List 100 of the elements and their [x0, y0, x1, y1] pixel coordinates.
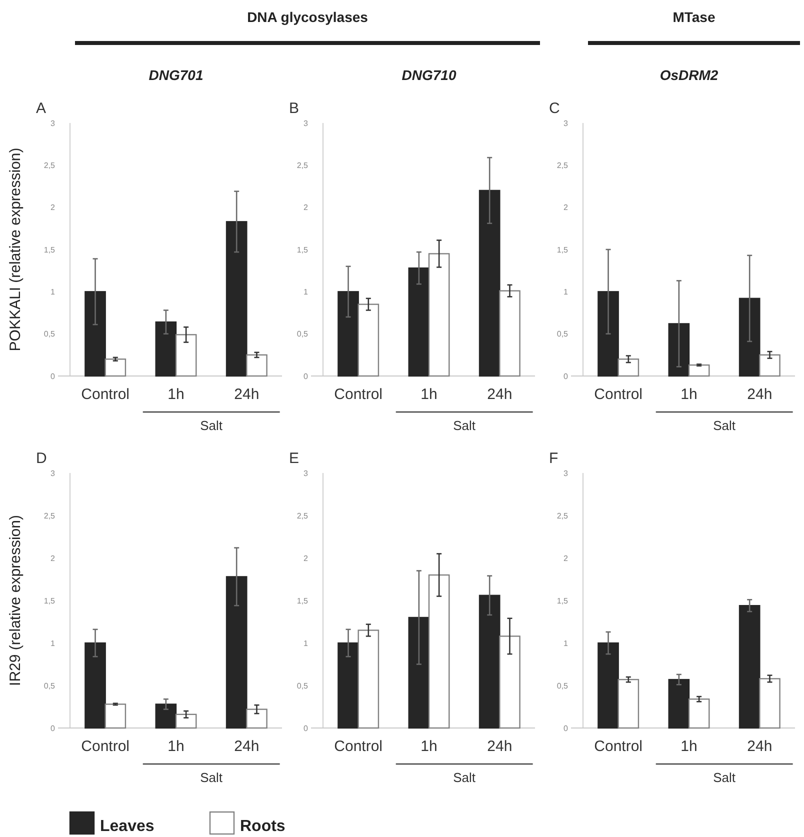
legend-label: Roots — [240, 818, 286, 835]
y-tick-label: 0,5 — [44, 681, 56, 690]
x-tick-label: Control — [81, 386, 130, 403]
bar — [246, 354, 268, 377]
y-tick-label: 0,5 — [296, 330, 309, 339]
y-tick-label: 0 — [304, 372, 309, 381]
text: Salt — [453, 770, 476, 785]
x-tick-label: 1h — [680, 386, 698, 403]
x-tick-label: 24h — [747, 386, 772, 403]
text: D — [36, 450, 47, 467]
chart-title: DNG710 — [402, 67, 456, 83]
y-tick-label: 1 — [50, 638, 56, 648]
bar — [104, 704, 126, 729]
text: Salt — [200, 418, 223, 433]
bar — [478, 190, 500, 377]
y-tick-label: 2 — [564, 554, 569, 563]
bar — [155, 321, 177, 377]
y-tick-label: 0 — [50, 372, 56, 381]
text: C — [549, 100, 560, 117]
chart-title: DNG701 — [148, 67, 204, 83]
text: Salt — [453, 418, 476, 433]
bar — [246, 708, 268, 729]
x-tick-label: 24h — [234, 386, 260, 403]
y-tick-label: 1,5 — [556, 245, 569, 254]
y-tick-label: 0,5 — [556, 681, 569, 690]
bar — [688, 364, 710, 377]
chart-subtitle: MTase — [672, 9, 716, 25]
x-tick-label: Control — [81, 738, 130, 755]
bar — [598, 291, 619, 377]
bar — [155, 704, 177, 729]
bar — [759, 354, 780, 377]
x-tick-label: 24h — [234, 738, 260, 755]
y-tick-label: 0 — [564, 372, 569, 381]
y-tick-label: 0 — [564, 724, 569, 733]
bar — [499, 290, 520, 377]
y-tick-label: 3 — [50, 468, 56, 478]
bar — [175, 714, 197, 729]
y-tick-label: 3 — [564, 468, 569, 478]
y-tick-label: 1,5 — [556, 596, 569, 606]
x-tick-label: 1h — [168, 386, 184, 403]
y-tick-label: 2,5 — [44, 511, 56, 520]
y-tick-label: 1,5 — [296, 596, 309, 606]
bar — [759, 678, 780, 729]
y-tick-label: 1,5 — [44, 596, 56, 606]
bar — [428, 253, 450, 377]
x-tick-label: 1h — [420, 738, 438, 755]
x-tick-label: Control — [334, 738, 383, 755]
bar — [84, 642, 106, 729]
legend-label: Leaves — [100, 818, 154, 835]
chart-title: OsDRM2 — [660, 67, 718, 83]
y-tick-label: 2,5 — [296, 511, 309, 520]
y-tick-label: 2 — [564, 203, 569, 212]
x-tick-label: Control — [334, 386, 383, 403]
y-tick-label: 1 — [304, 287, 309, 296]
y-tick-label: 2,5 — [296, 160, 309, 170]
bar — [499, 636, 520, 729]
x-tick-label: 1h — [680, 738, 698, 755]
bar — [84, 291, 106, 377]
text: A — [36, 100, 46, 117]
y-tick-label: 2 — [304, 203, 309, 212]
y-axis-title: POKKALI (relative expression) — [7, 148, 24, 352]
bar — [226, 576, 248, 729]
bar — [738, 298, 760, 377]
bar — [688, 698, 710, 729]
bar — [358, 304, 380, 377]
y-tick-label: 0,5 — [296, 681, 309, 690]
text: Salt — [200, 770, 223, 785]
y-tick-label: 3 — [564, 118, 569, 128]
y-tick-label: 1 — [304, 638, 309, 648]
x-tick-label: 24h — [487, 386, 512, 403]
bar — [478, 594, 500, 729]
y-axis-title: IR29 (relative expression) — [7, 515, 24, 686]
bar — [668, 323, 690, 377]
bar — [338, 642, 359, 729]
y-tick-label: 2 — [304, 554, 309, 563]
y-tick-label: 2,5 — [44, 160, 56, 170]
bar — [668, 678, 690, 729]
text: Salt — [713, 418, 736, 433]
bar — [408, 267, 430, 377]
x-tick-label: 24h — [487, 738, 512, 755]
y-tick-label: 0,5 — [556, 330, 569, 339]
y-tick-label: 0,5 — [44, 330, 56, 339]
bar — [618, 358, 640, 377]
y-tick-label: 1 — [564, 638, 569, 648]
y-tick-label: 2,5 — [556, 160, 569, 170]
bar — [408, 616, 430, 729]
text: F — [549, 450, 558, 467]
y-tick-label: 0 — [50, 724, 56, 733]
y-tick-label: 3 — [304, 118, 309, 128]
bar — [226, 221, 248, 377]
y-tick-label: 1,5 — [44, 245, 56, 254]
bar — [358, 630, 380, 729]
y-tick-label: 0 — [304, 724, 309, 733]
bar — [104, 358, 126, 377]
bar — [598, 642, 619, 729]
bar — [738, 605, 760, 729]
x-tick-label: 1h — [168, 738, 184, 755]
x-tick-label: 24h — [747, 738, 772, 755]
y-tick-label: 3 — [50, 118, 56, 128]
bar — [618, 678, 640, 729]
